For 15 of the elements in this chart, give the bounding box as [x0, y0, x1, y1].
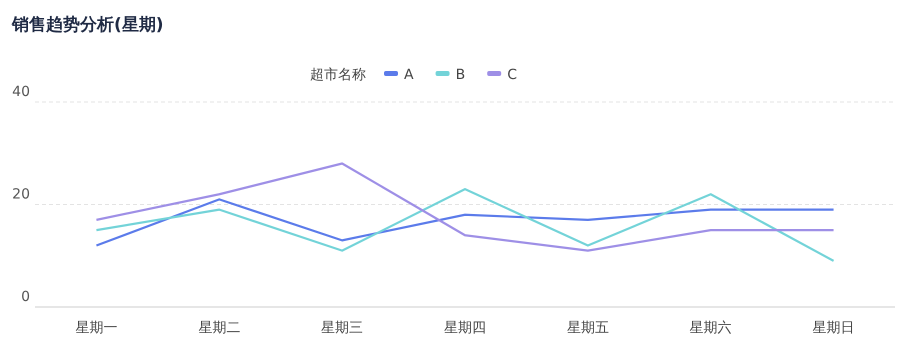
y-tick-label: 20: [12, 186, 30, 202]
x-tick-label: 星期二: [198, 320, 240, 336]
legend-label: C: [507, 67, 518, 83]
x-tick-label: 星期日: [812, 320, 855, 336]
chart-title: 销售趋势分析(星期): [11, 15, 164, 35]
x-tick-label: 星期三: [321, 320, 364, 336]
y-tick-label: 40: [12, 84, 30, 100]
legend-label: A: [404, 67, 414, 83]
y-tick-label: 0: [21, 289, 30, 305]
legend-label: B: [456, 67, 466, 83]
legend-title: 超市名称: [310, 67, 366, 83]
x-tick-label: 星期五: [566, 320, 609, 336]
x-tick-label: 星期一: [75, 320, 118, 336]
x-tick-label: 星期四: [444, 320, 486, 336]
x-tick-label: 星期六: [690, 320, 732, 336]
